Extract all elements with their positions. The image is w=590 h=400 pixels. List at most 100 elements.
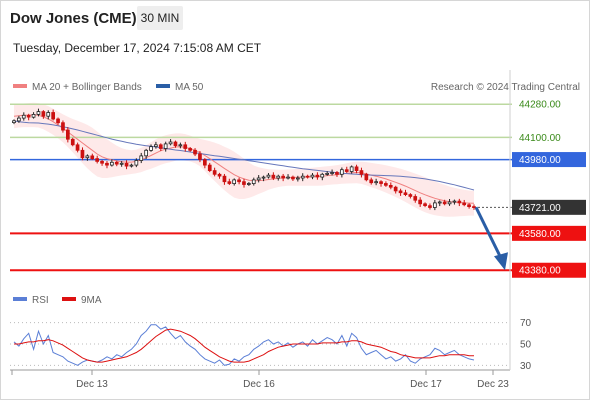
candle-body	[110, 161, 114, 166]
rsi-tick-label-50: 50	[520, 340, 532, 351]
candle-body	[300, 175, 305, 179]
candle-body	[31, 114, 36, 118]
rsi-tick-label-30: 30	[520, 361, 532, 372]
copyright-text: Research © 2024 Trading Central	[431, 82, 580, 93]
candle-body	[432, 202, 437, 208]
candle-body	[286, 176, 290, 179]
candle-body	[359, 170, 364, 175]
rsi-panel: 70 50 30	[10, 318, 532, 372]
candle-body	[163, 143, 168, 149]
rsi-legend: RSI 9MA	[13, 295, 102, 306]
candle-body	[237, 179, 241, 183]
candle-body	[295, 177, 300, 180]
candle-body	[291, 176, 295, 180]
candle-body	[144, 149, 148, 157]
candlesticks-layer	[12, 108, 476, 211]
ma9-legend-label: 9MA	[81, 295, 102, 306]
candle-body	[403, 192, 408, 196]
level-label-43380-00: 43380.00	[519, 266, 561, 277]
level-box-44280-00	[512, 96, 586, 112]
candle-body	[51, 112, 56, 120]
rsi-legend-swatch	[13, 297, 27, 301]
candle-body	[26, 114, 31, 118]
candle-body	[222, 175, 227, 183]
candle-body	[305, 175, 310, 178]
candle-body	[90, 155, 95, 160]
candle-body	[344, 169, 349, 172]
candle-body	[119, 162, 124, 165]
candle-body	[423, 203, 427, 207]
candle-body	[212, 170, 217, 175]
timestamp-label: Tuesday, December 17, 2024 7:15:08 AM CE…	[13, 41, 262, 55]
candle-body	[442, 201, 447, 205]
candle-body	[12, 120, 16, 124]
candle-body	[339, 169, 344, 175]
ma50-legend-swatch	[156, 84, 170, 88]
forecast-arrow-head	[494, 252, 508, 271]
level-label-43580-00: 43580.00	[519, 229, 561, 240]
candle-body	[256, 177, 261, 181]
candle-body	[56, 118, 60, 124]
level-box-43980-00	[512, 152, 586, 168]
candle-body	[198, 153, 202, 160]
candle-body	[21, 114, 26, 119]
candle-body	[227, 181, 232, 184]
x-axis-ticks: Dec 13 Dec 16 Dec 17 Dec 23	[11, 370, 509, 390]
candle-body	[320, 173, 325, 178]
candle-body	[281, 175, 286, 179]
candle-body	[457, 200, 462, 204]
candle-body	[173, 141, 178, 147]
candle-body	[114, 161, 119, 165]
ma50-line	[13, 120, 475, 191]
x-tick-label: Dec 16	[243, 379, 275, 390]
rsi-tick-label-70: 70	[520, 318, 532, 329]
candle-body	[36, 111, 41, 115]
candle-body	[158, 144, 163, 149]
candle-body	[462, 202, 467, 206]
timeframe-badge[interactable]: 30 MIN	[137, 6, 183, 30]
candle-body	[80, 149, 85, 159]
forecast-arrow-shaft	[474, 206, 504, 261]
ma20-legend-swatch	[13, 84, 27, 88]
candle-body	[183, 144, 188, 149]
candle-body	[379, 181, 383, 184]
candle-body	[413, 196, 418, 201]
ma20-legend-label: MA 20 + Bollinger Bands	[32, 82, 142, 93]
candle-body	[437, 201, 442, 204]
candle-body	[428, 205, 432, 208]
candle-body	[149, 146, 153, 151]
candle-body	[418, 199, 423, 205]
candle-body	[41, 111, 46, 117]
candle-body	[153, 144, 158, 148]
level-label-44280-00: 44280.00	[519, 100, 561, 111]
candle-body	[188, 148, 192, 151]
candle-body	[193, 149, 197, 155]
level-label-43721-00: 43721.00	[519, 203, 561, 214]
candle-body	[374, 181, 379, 184]
candle-body	[261, 176, 266, 179]
level-box-44100-00	[512, 129, 586, 145]
x-tick-label: Dec 13	[76, 379, 108, 390]
candle-body	[393, 186, 398, 192]
candle-body	[70, 138, 75, 146]
candle-body	[85, 155, 90, 159]
candle-body	[61, 122, 65, 131]
rsi-legend-label: RSI	[32, 295, 49, 306]
level-label-44100-00: 44100.00	[519, 133, 561, 144]
candle-body	[388, 184, 393, 188]
rsi-line	[13, 324, 475, 366]
candle-body	[408, 194, 413, 197]
candle-body	[105, 162, 109, 166]
instrument-title: Dow Jones (CME)	[10, 10, 137, 27]
level-box-43721-00	[512, 199, 586, 215]
candle-body	[100, 160, 104, 164]
candle-body	[251, 179, 256, 184]
candle-body	[369, 179, 374, 184]
x-tick-label: Dec 23	[477, 379, 509, 390]
candle-body	[46, 112, 51, 117]
x-tick-label: Dec 17	[410, 379, 442, 390]
level-labels-layer: 44280.00 44100.00 43980.00 43721.00 43580.00…	[512, 96, 586, 278]
candle-body	[467, 204, 471, 208]
level-box-43580-00	[512, 225, 586, 241]
